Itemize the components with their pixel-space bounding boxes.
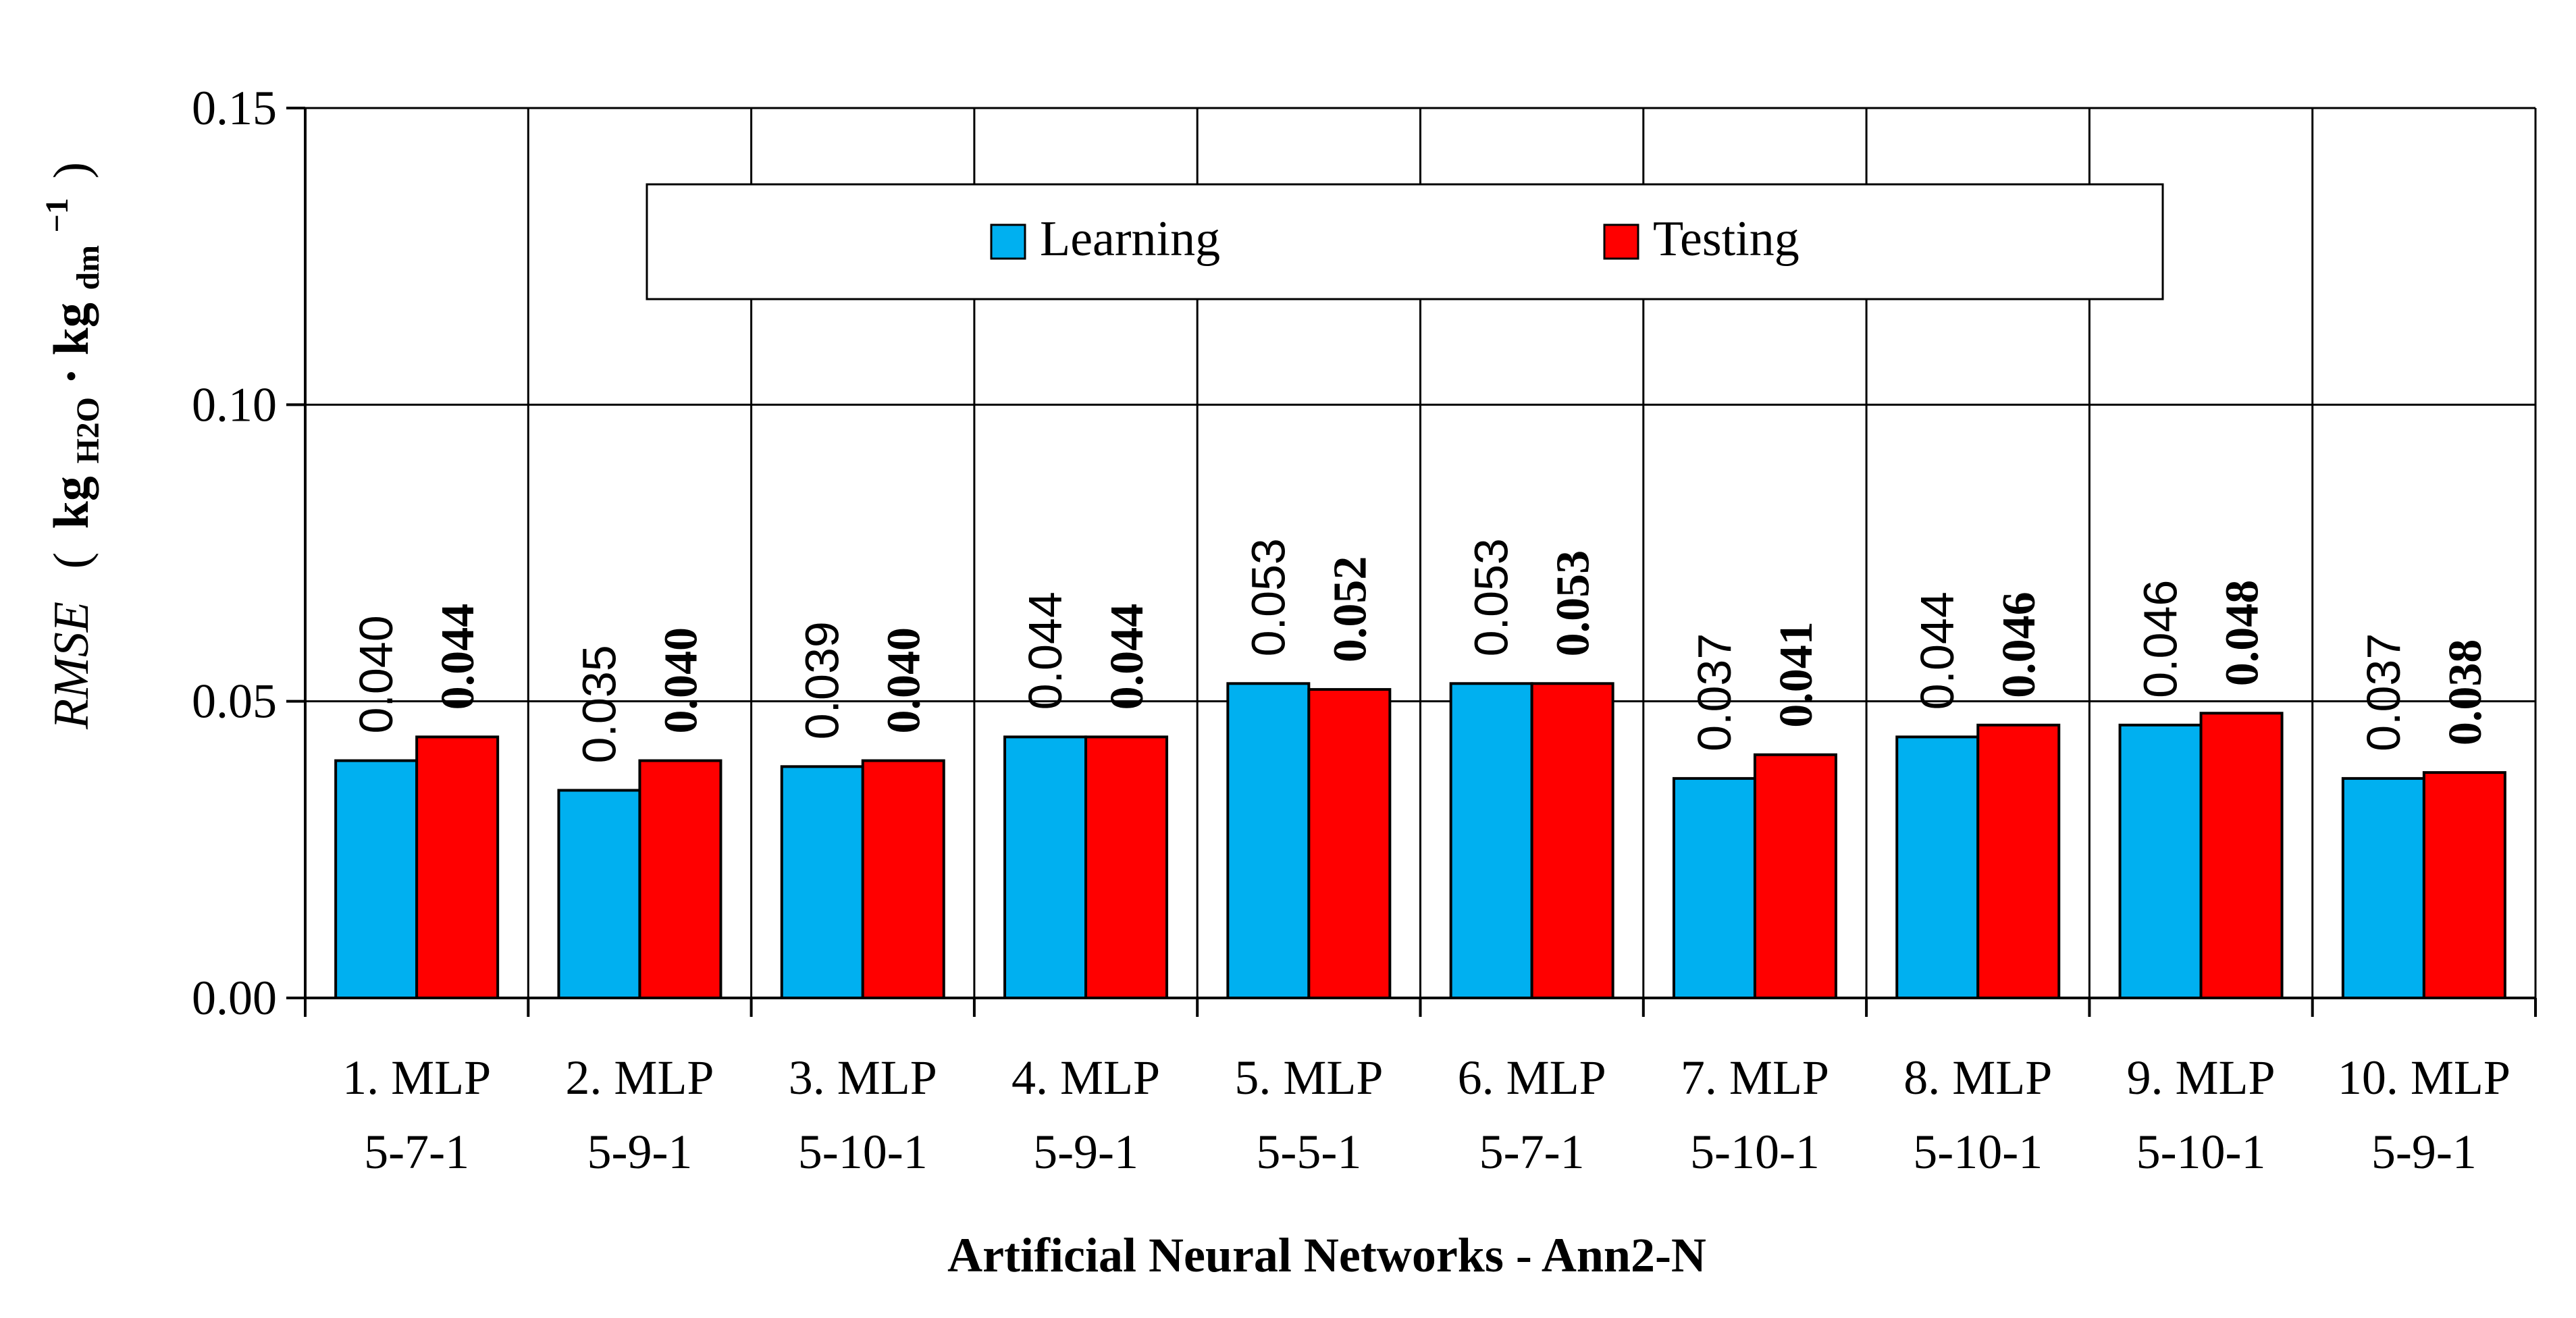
bars: [334, 682, 2506, 1000]
value-label-testing-2: 0.040: [655, 627, 707, 734]
x-tick-label-2-line-2: 5-9-1: [587, 1125, 692, 1179]
y-axis-label: RMSE ( kg H2O · kg dm −1 ): [24, 162, 110, 730]
x-tick-label-8-line-2: 5-10-1: [1913, 1125, 2043, 1179]
x-tick-label-4-line-2: 5-9-1: [1033, 1125, 1138, 1179]
legend-label-testing: Testing: [1653, 211, 1799, 267]
value-label-learning-10: 0.037: [2357, 633, 2410, 752]
value-label-learning-3: 0.039: [796, 621, 849, 739]
y-tick-label-3: 0.15: [192, 81, 277, 135]
y-tick-label-0: 0.00: [192, 971, 277, 1025]
value-label-testing-10: 0.038: [2440, 639, 2492, 746]
x-tick-label-7-line-1: 7. MLP: [1681, 1051, 1829, 1105]
value-label-learning-9: 0.046: [2134, 580, 2187, 698]
x-axis-label: Artificial Neural Networks - Ann2-N: [947, 1228, 1706, 1282]
x-tick-label-8-line-1: 8. MLP: [1903, 1051, 2052, 1105]
x-tick-label-2-line-1: 2. MLP: [565, 1051, 714, 1105]
bar-learning-8: [1895, 735, 1980, 1000]
x-tick-label-9-line-1: 9. MLP: [2127, 1051, 2276, 1105]
bar-learning-7: [1672, 776, 1756, 999]
bar-testing-3: [861, 759, 945, 999]
x-tick-label-10-line-1: 10. MLP: [2338, 1051, 2511, 1105]
x-tick-label-1-line-1: 1. MLP: [342, 1051, 491, 1105]
bar-testing-10: [2422, 771, 2506, 1000]
value-label-testing-9: 0.048: [2217, 580, 2269, 687]
x-tick-label-6-line-1: 6. MLP: [1458, 1051, 1606, 1105]
x-tick-label-1-line-2: 5-7-1: [364, 1125, 469, 1179]
x-tick-label-3-line-2: 5-10-1: [798, 1125, 928, 1179]
y-tick-label-1: 0.05: [192, 675, 277, 729]
bar-testing-1: [415, 735, 500, 1000]
legend-swatch-learning: [990, 223, 1026, 260]
x-tick-label-5-line-2: 5-5-1: [1256, 1125, 1361, 1179]
bar-testing-4: [1084, 735, 1169, 1000]
bar-testing-5: [1307, 688, 1392, 999]
value-label-testing-5: 0.052: [1324, 556, 1376, 663]
bar-testing-9: [2199, 712, 2284, 999]
legend-swatch-testing: [1603, 223, 1639, 260]
bar-learning-10: [2341, 776, 2425, 999]
value-labels: 0.040 0.044 0.035 0.040 0.039 0.040 0.044 0.044…: [350, 538, 2492, 763]
value-label-learning-2: 0.035: [573, 645, 625, 763]
value-label-learning-6: 0.053: [1465, 538, 1518, 656]
x-tick-label-9-line-2: 5-10-1: [2136, 1125, 2266, 1179]
bar-testing-2: [638, 759, 722, 999]
legend: Learning Testing: [646, 183, 2164, 300]
bar-testing-8: [1976, 723, 2061, 1000]
legend-box: [646, 183, 2164, 300]
x-tick-label-5-line-1: 5. MLP: [1234, 1051, 1383, 1105]
value-label-testing-3: 0.040: [878, 627, 930, 734]
legend-label-learning: Learning: [1040, 211, 1220, 267]
value-label-testing-6: 0.053: [1548, 550, 1600, 657]
x-tick-label-4-line-1: 4. MLP: [1011, 1051, 1160, 1105]
x-tick-label-7-line-2: 5-10-1: [1690, 1125, 1820, 1179]
value-label-learning-1: 0.040: [350, 615, 402, 733]
x-tick-label-10-line-2: 5-9-1: [2371, 1125, 2477, 1179]
bar-testing-7: [1753, 753, 1837, 1000]
value-label-learning-4: 0.044: [1019, 591, 1072, 710]
value-label-testing-4: 0.044: [1101, 604, 1153, 710]
y-tick-label-2: 0.10: [192, 377, 277, 431]
bar-learning-4: [1003, 735, 1088, 1000]
bar-learning-2: [557, 789, 641, 999]
ticks: 0.00 0.05 0.10 0.15 1. MLP 5-7-1 2. MLP 5-9-1 3.…: [192, 81, 2537, 1179]
value-label-learning-8: 0.044: [1911, 591, 1964, 710]
bar-learning-3: [780, 765, 864, 999]
bar-learning-1: [334, 759, 419, 999]
bar-learning-6: [1449, 682, 1533, 999]
x-tick-label-3-line-1: 3. MLP: [789, 1051, 937, 1105]
bar-learning-9: [2118, 723, 2203, 1000]
value-label-testing-1: 0.044: [432, 604, 484, 710]
bar-learning-5: [1226, 682, 1311, 999]
bar-testing-6: [1530, 682, 1614, 999]
value-label-learning-7: 0.037: [1688, 633, 1741, 752]
value-label-testing-8: 0.046: [1993, 591, 2045, 698]
value-label-learning-5: 0.053: [1242, 538, 1294, 656]
value-label-testing-7: 0.041: [1770, 621, 1822, 728]
x-tick-label-6-line-2: 5-7-1: [1479, 1125, 1585, 1179]
